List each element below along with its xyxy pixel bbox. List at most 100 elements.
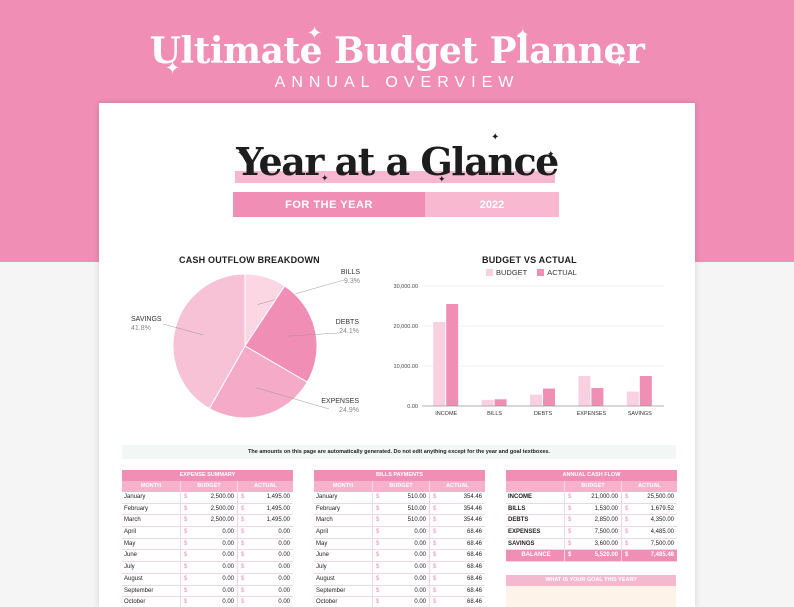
cell-actual: $0.00: [237, 597, 293, 607]
pie-slice-debts: [244, 285, 318, 383]
cell-actual: $1,495.00: [237, 515, 293, 527]
cell-value: 1,495.00: [266, 505, 290, 512]
cell-actual: $68.46: [429, 562, 485, 573]
cell-value: 2,500.00: [210, 494, 234, 500]
col-actual: ACTUAL: [429, 481, 485, 492]
planner-sheet: Year at a Glance ✦ ✦ ✦ ✦ ✦ FOR THE YEAR …: [99, 103, 695, 607]
table-row: October $0.00 $68.46: [314, 597, 485, 607]
cell-budget: $3,600.00: [564, 538, 621, 550]
currency-symbol: $: [376, 552, 380, 559]
cell-label: January: [124, 494, 146, 500]
table-header: MONTH BUDGET ACTUAL: [314, 481, 485, 492]
currency-symbol: $: [376, 575, 380, 582]
cell-label: February: [124, 505, 149, 512]
cell-budget: $510.00: [372, 503, 429, 515]
bills-payments-table: BILLS PAYMENTS MONTH BUDGET ACTUAL Janua…: [314, 470, 485, 607]
pie-label-name: SAVINGS: [131, 316, 162, 323]
bar-chart-title: BUDGET VS ACTUAL: [482, 255, 577, 265]
currency-symbol: $: [376, 505, 380, 512]
currency-symbol: $: [568, 494, 572, 500]
table-row: January $2,500.00 $1,495.00: [122, 492, 293, 504]
cell-budget: $2,850.00: [564, 515, 621, 527]
table-row: April $0.00 $68.46: [314, 527, 485, 539]
currency-symbol: $: [625, 494, 629, 500]
col-budget: BUDGET: [564, 481, 621, 492]
sparkle-icon: ✦: [612, 51, 628, 72]
currency-symbol: $: [376, 599, 380, 606]
annual-cash-flow-table: ANNUAL CASH FLOW BUDGET ACTUAL INCOME $21…: [506, 470, 677, 563]
cell-label: August: [316, 575, 335, 582]
cell-value: 68.46: [466, 599, 482, 606]
currency-symbol: $: [241, 587, 245, 594]
cell-value: 0.00: [414, 599, 426, 606]
pie-label-savings: SAVINGS 41.8%: [131, 315, 162, 333]
cell-budget: $510.00: [372, 515, 429, 527]
pie-label-pct: 9.3%: [344, 278, 360, 285]
cell-value: 4,485.00: [650, 529, 674, 536]
bar-actual-savings: [639, 376, 652, 406]
cell-actual: $0.00: [237, 573, 293, 585]
cell-label: SAVINGS: [508, 540, 535, 547]
cell-value: 0.00: [222, 552, 234, 559]
cell-label: April: [316, 529, 329, 536]
table-row: January $510.00 $354.46: [314, 492, 485, 504]
cell-value: 0.00: [278, 540, 290, 547]
bar-budget-expenses: [578, 376, 591, 406]
table-title: EXPENSE SUMMARY: [122, 470, 293, 481]
currency-symbol: $: [184, 564, 188, 571]
bar-budget-income: [433, 322, 446, 406]
cell-label: May: [316, 540, 328, 547]
year-input[interactable]: 2022: [425, 192, 559, 217]
table-header: BUDGET ACTUAL: [506, 481, 677, 492]
x-tick-label: DEBTS: [534, 411, 553, 417]
currency-symbol: $: [241, 517, 245, 524]
table-row: September $0.00 $68.46: [314, 585, 485, 598]
cell-budget: $0.00: [372, 527, 429, 538]
cell-value: 0.00: [222, 587, 234, 594]
cell-value: 510.00: [407, 517, 426, 524]
currency-symbol: $: [376, 540, 380, 547]
cell-actual: $0.00: [237, 585, 293, 597]
balance-row: BALANCE $5,520.00 $7,485.48: [506, 550, 677, 563]
cell-value: 3,600.00: [594, 540, 618, 547]
pie-chart-title: CASH OUTFLOW BREAKDOWN: [179, 255, 320, 265]
cell-value: 0.00: [414, 529, 426, 536]
currency-symbol: $: [433, 505, 437, 512]
cell-actual: $1,495.00: [237, 492, 293, 503]
cell-value: 510.00: [407, 494, 426, 500]
goal-textbox[interactable]: [506, 586, 676, 607]
cell-actual: $1,495.00: [237, 503, 293, 515]
currency-symbol: $: [184, 540, 188, 547]
table-header: MONTH BUDGET ACTUAL: [122, 481, 293, 492]
currency-symbol: $: [568, 540, 572, 547]
col-category: [506, 481, 564, 492]
cell-actual: $68.46: [429, 538, 485, 550]
bar-actual-income: [446, 304, 459, 406]
currency-symbol: $: [241, 552, 245, 559]
table-body: January $2,500.00 $1,495.00 February $2,500.…: [122, 492, 293, 607]
currency-symbol: $: [241, 540, 245, 547]
cell-actual: $0.00: [237, 562, 293, 573]
cell-budget: $0.00: [180, 597, 237, 607]
cell-label: October: [316, 599, 338, 606]
col-actual: ACTUAL: [237, 481, 293, 492]
table-row: May $0.00 $0.00: [122, 538, 293, 551]
cell-actual: $25,500.00: [621, 492, 677, 503]
currency-symbol: $: [184, 599, 188, 606]
cell-label: July: [124, 564, 135, 571]
table-row: August $0.00 $68.46: [314, 573, 485, 586]
cell-value: 0.00: [222, 575, 234, 582]
cell-value: 7,500.00: [650, 540, 674, 547]
cell-budget: $2,500.00: [180, 515, 237, 527]
cell-label: January: [316, 494, 338, 500]
table-row: August $0.00 $0.00: [122, 573, 293, 586]
cell-value: 5,520.00: [594, 552, 618, 559]
cell-label: BALANCE: [521, 552, 551, 559]
cell-budget: $0.00: [180, 562, 237, 573]
bar-budget-savings: [626, 391, 639, 406]
cell-budget: $0.00: [180, 527, 237, 538]
table-row: DEBTS $2,850.00 $4,350.00: [506, 515, 677, 528]
cell-label: DEBTS: [508, 517, 529, 524]
cell-label: EXPENSES: [508, 529, 541, 536]
cell-label: March: [316, 517, 333, 524]
